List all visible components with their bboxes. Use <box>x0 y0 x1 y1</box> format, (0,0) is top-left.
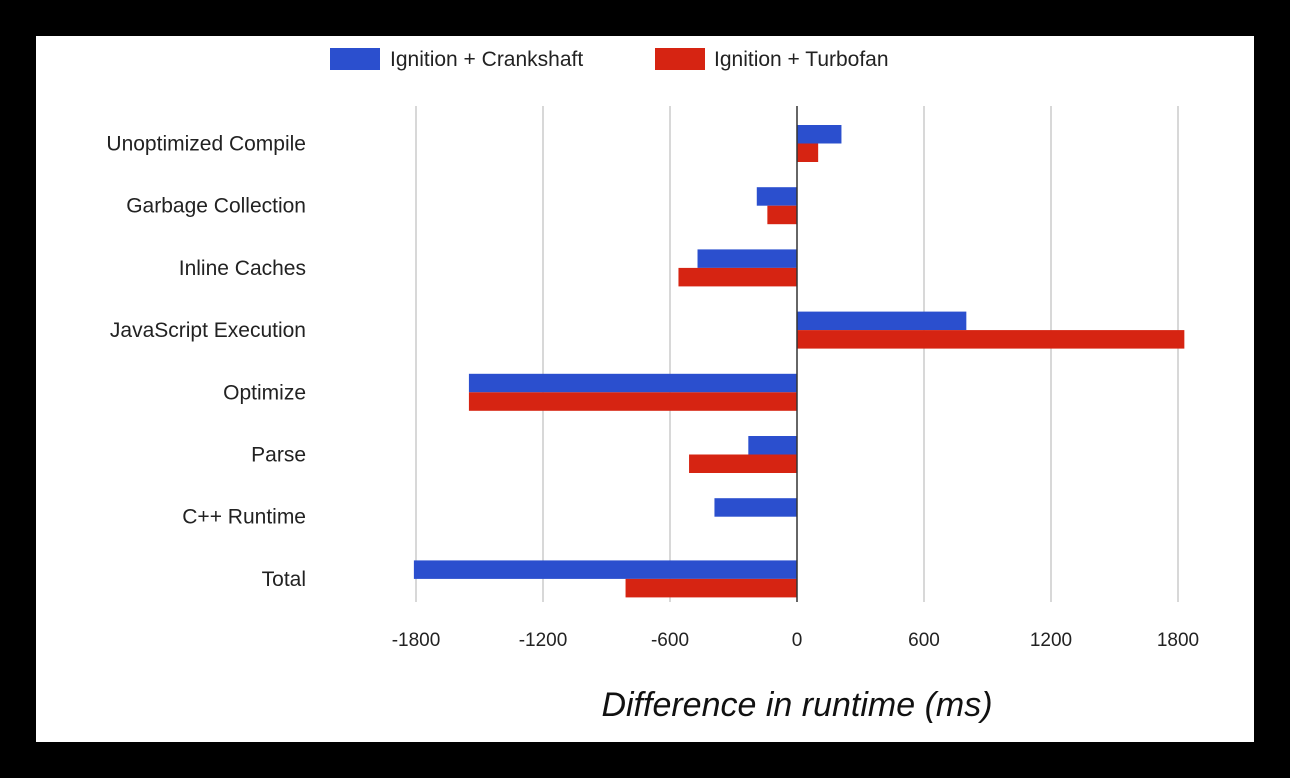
bar <box>797 143 819 162</box>
x-tick-label: -600 <box>651 630 689 651</box>
chart-frame: Unoptimized Compile Garbage Collection Inl… <box>36 36 1254 742</box>
category-label: Total <box>262 568 306 591</box>
category-label: Optimize <box>223 381 306 404</box>
category-label: C++ Runtime <box>182 506 306 529</box>
bar <box>714 498 797 517</box>
legend-label: Ignition + Turbofan <box>714 48 889 71</box>
bar <box>625 578 797 598</box>
bar <box>767 205 797 225</box>
bar <box>413 560 797 579</box>
legend: Ignition + Crankshaft Ignition + Turbofan <box>330 48 889 71</box>
bar <box>748 436 797 455</box>
x-tick-label: 1200 <box>1030 630 1072 651</box>
category-labels: Unoptimized Compile Garbage Collection Inl… <box>106 133 306 591</box>
x-tick-label: 600 <box>908 630 940 651</box>
legend-swatch <box>655 48 705 70</box>
category-label: Inline Caches <box>179 257 306 280</box>
bar <box>468 373 797 393</box>
bars <box>413 125 1185 598</box>
bar <box>689 454 797 473</box>
category-label: JavaScript Execution <box>110 319 306 342</box>
x-tick-label: 1800 <box>1157 630 1199 651</box>
bar <box>756 187 797 206</box>
category-label: Garbage Collection <box>126 195 306 218</box>
legend-label: Ignition + Crankshaft <box>390 48 583 71</box>
tick-labels: -1800 -1200 -600 0 600 1200 1800 <box>392 630 1199 651</box>
x-axis-title: Difference in runtime (ms) <box>601 686 992 724</box>
bar <box>797 311 967 331</box>
x-tick-label: -1200 <box>519 630 568 651</box>
bar <box>697 249 797 268</box>
bar <box>468 392 797 411</box>
bar <box>797 125 842 144</box>
x-tick-label: -1800 <box>392 630 441 651</box>
x-tick-label: 0 <box>792 630 803 651</box>
category-label: Parse <box>251 444 306 467</box>
bar <box>797 330 1185 349</box>
bar <box>678 267 797 287</box>
legend-swatch <box>330 48 380 70</box>
bar-chart: Unoptimized Compile Garbage Collection Inl… <box>106 48 1199 724</box>
gridlines <box>415 106 1179 602</box>
category-label: Unoptimized Compile <box>106 133 306 156</box>
